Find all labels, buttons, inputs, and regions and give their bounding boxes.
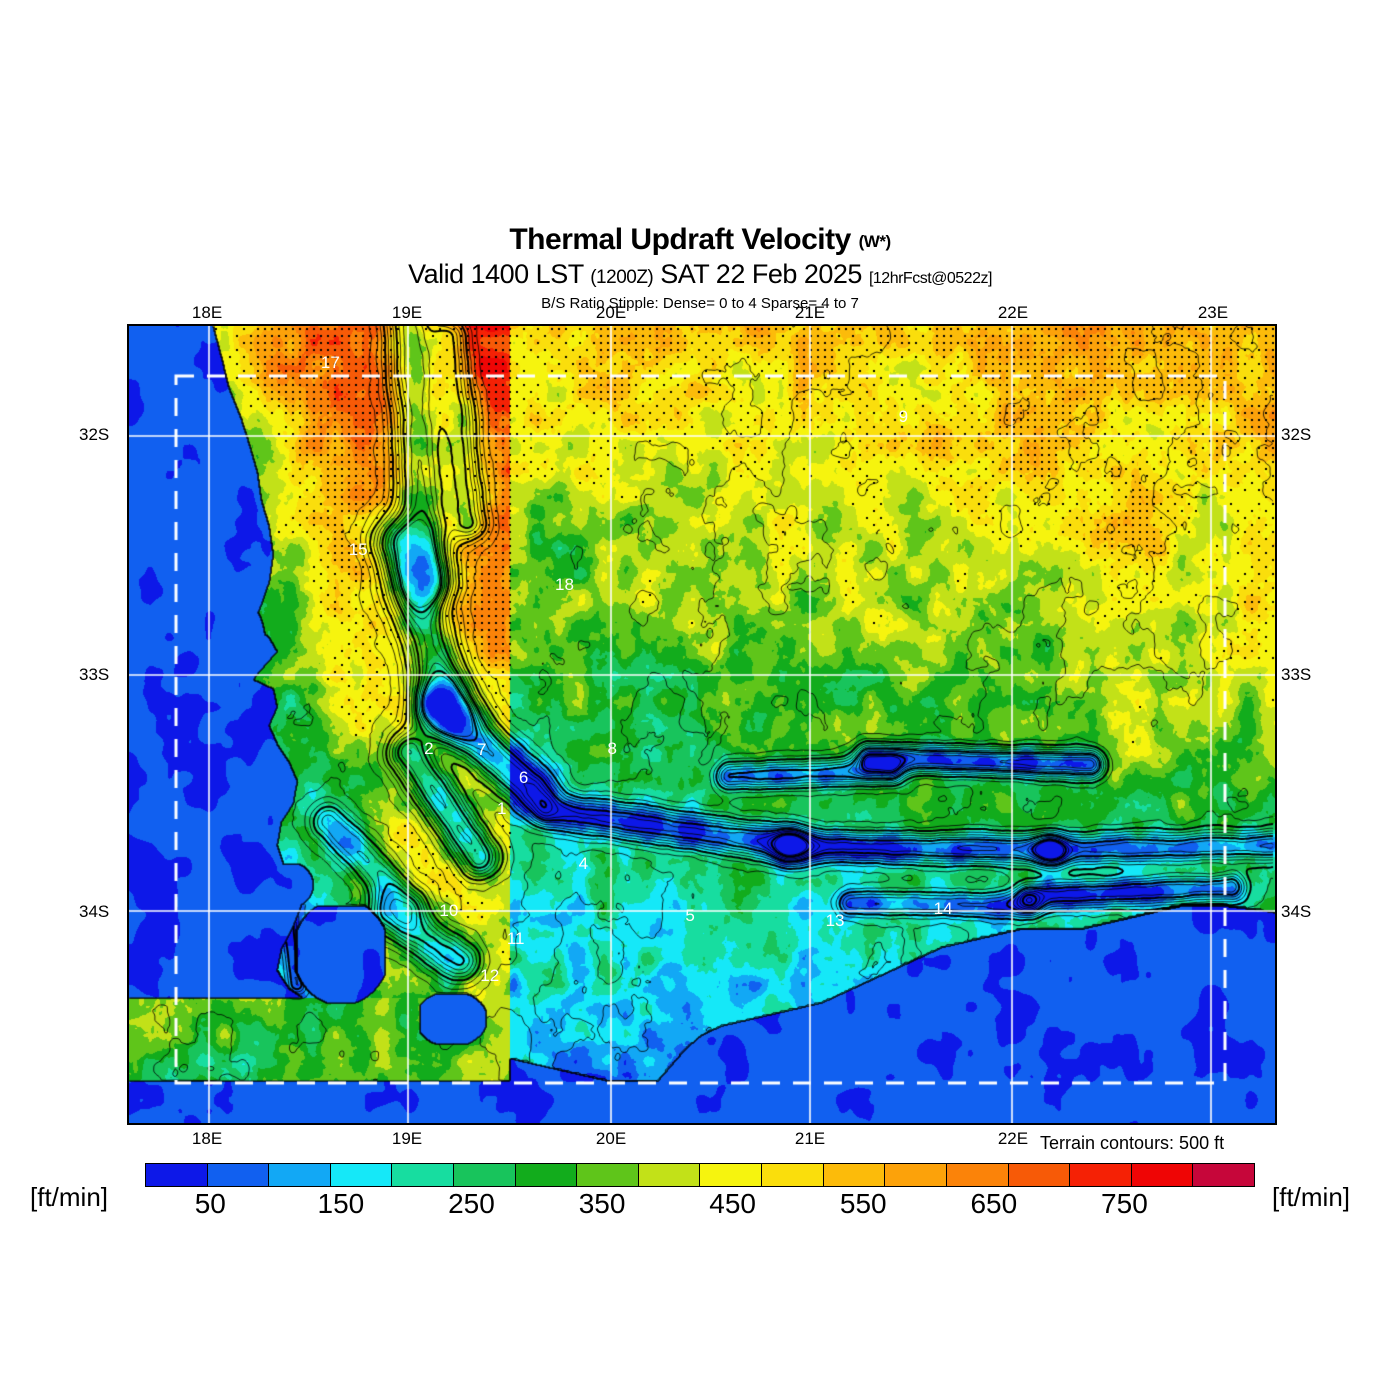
colorbar-band-1	[207, 1164, 270, 1186]
stipple-legend-note: B/S Ratio Stipple: Dense= 0 to 4 Sparse=…	[541, 295, 859, 312]
colorbar-unit-left: [ft/min]	[30, 1182, 109, 1212]
axis-label-bottom-19E: 19E	[391, 1129, 423, 1148]
axis-label-top-22E: 22E	[997, 303, 1029, 322]
colorbar-unit-right: [ft/min]	[1272, 1182, 1351, 1212]
axis-label-top-19E: 19E	[391, 303, 423, 322]
colorbar-band-5	[454, 1164, 516, 1186]
station-marker-5[interactable]: 5	[685, 906, 695, 926]
colorbar-band-8	[638, 1164, 701, 1186]
title-main-text: Thermal Updraft Velocity	[509, 223, 851, 256]
colorbar-band-9	[700, 1164, 763, 1186]
station-marker-17[interactable]: 17	[320, 352, 340, 372]
colorbar-band-15	[1070, 1164, 1132, 1186]
colorbar-band-10	[762, 1164, 824, 1186]
colorbar-gradient	[145, 1163, 1255, 1187]
colorbar-band-6	[515, 1164, 578, 1186]
axis-label-top-23E: 23E	[1197, 303, 1229, 322]
valid-prefix: Valid 1400 LST	[408, 259, 584, 289]
station-marker-7[interactable]: 7	[477, 739, 487, 759]
valid-time-line: Valid 1400 LST (1200Z) SAT 22 Feb 2025 […	[0, 259, 1400, 294]
axis-label-top-21E: 21E	[794, 303, 826, 322]
axis-label-bottom-22E: 22E	[997, 1129, 1029, 1148]
colorbar-band-2	[269, 1164, 331, 1186]
colorbar-band-12	[885, 1164, 947, 1186]
colorbar-band-7	[577, 1164, 639, 1186]
station-marker-4[interactable]: 4	[578, 854, 589, 874]
colorbar-band-11	[823, 1164, 886, 1186]
colorbar-band-3	[330, 1164, 393, 1186]
thermal-velocity-heatmap	[129, 326, 1275, 1123]
title-block: Thermal Updraft Velocity (W*) Valid 1400…	[0, 225, 1400, 313]
colorbar: [ft/min] [ft/min] 50 150 250 350 450 550 650 75…	[0, 1160, 1400, 1230]
forecast-tag: [12hrFcst@0522z]	[868, 270, 992, 287]
colorbar-tick-50: 50	[194, 1188, 226, 1219]
station-marker-12[interactable]: 12	[480, 965, 500, 985]
axis-label-bottom-20E: 20E	[595, 1129, 627, 1148]
colorbar-band-0	[146, 1164, 208, 1186]
title-superscript: (W*)	[858, 232, 891, 251]
valid-zulu: (1200Z)	[590, 267, 654, 288]
axis-label-left-32S: 32S	[79, 425, 110, 445]
axis-label-right-33S: 33S	[1281, 664, 1312, 684]
station-marker-6[interactable]: 6	[518, 767, 529, 787]
terrain-contour-note: Terrain contours: 500 ft	[1040, 1133, 1225, 1153]
station-marker-14[interactable]: 14	[933, 899, 953, 919]
colorbar-tick-550: 550	[839, 1188, 887, 1219]
axis-label-top-18E: 18E	[191, 303, 223, 322]
colorbar-tick-150: 150	[317, 1188, 365, 1219]
colorbar-band-4	[392, 1164, 455, 1186]
station-marker-15[interactable]: 15	[348, 539, 368, 559]
axis-label-left-33S: 33S	[79, 664, 110, 684]
axis-label-right-34S: 34S	[1281, 902, 1312, 921]
axis-label-left-34S: 34S	[79, 902, 110, 921]
station-marker-1[interactable]: 1	[496, 798, 507, 818]
map-plot-area[interactable]: 17 15 18 9 2 7 6 1 8 4 10 11 12 5 13 14	[127, 324, 1277, 1125]
colorbar-band-13	[946, 1164, 1009, 1186]
axis-label-bottom-18E: 18E	[191, 1129, 223, 1148]
colorbar-tick-350: 350	[578, 1188, 626, 1219]
colorbar-band-16	[1131, 1164, 1194, 1186]
axis-label-bottom-21E: 21E	[794, 1129, 826, 1148]
colorbar-tick-750: 750	[1101, 1188, 1148, 1219]
station-marker-2[interactable]: 2	[424, 738, 434, 758]
station-marker-11[interactable]: 11	[506, 928, 525, 948]
page-title: Thermal Updraft Velocity (W*)	[0, 225, 1400, 257]
station-marker-8[interactable]: 8	[607, 738, 617, 758]
axis-label-right-32S: 32S	[1281, 425, 1312, 445]
station-marker-10[interactable]: 10	[439, 901, 459, 921]
station-marker-13[interactable]: 13	[825, 911, 845, 931]
station-marker-18[interactable]: 18	[555, 574, 574, 594]
colorbar-band-17	[1193, 1164, 1254, 1186]
valid-date: SAT 22 Feb 2025	[660, 259, 862, 289]
axis-label-top-20E: 20E	[595, 303, 627, 322]
colorbar-band-14	[1008, 1164, 1071, 1186]
colorbar-tick-450: 450	[709, 1188, 756, 1219]
station-marker-9[interactable]: 9	[898, 406, 909, 426]
colorbar-tick-250: 250	[448, 1188, 495, 1219]
colorbar-tick-650: 650	[970, 1188, 1018, 1219]
